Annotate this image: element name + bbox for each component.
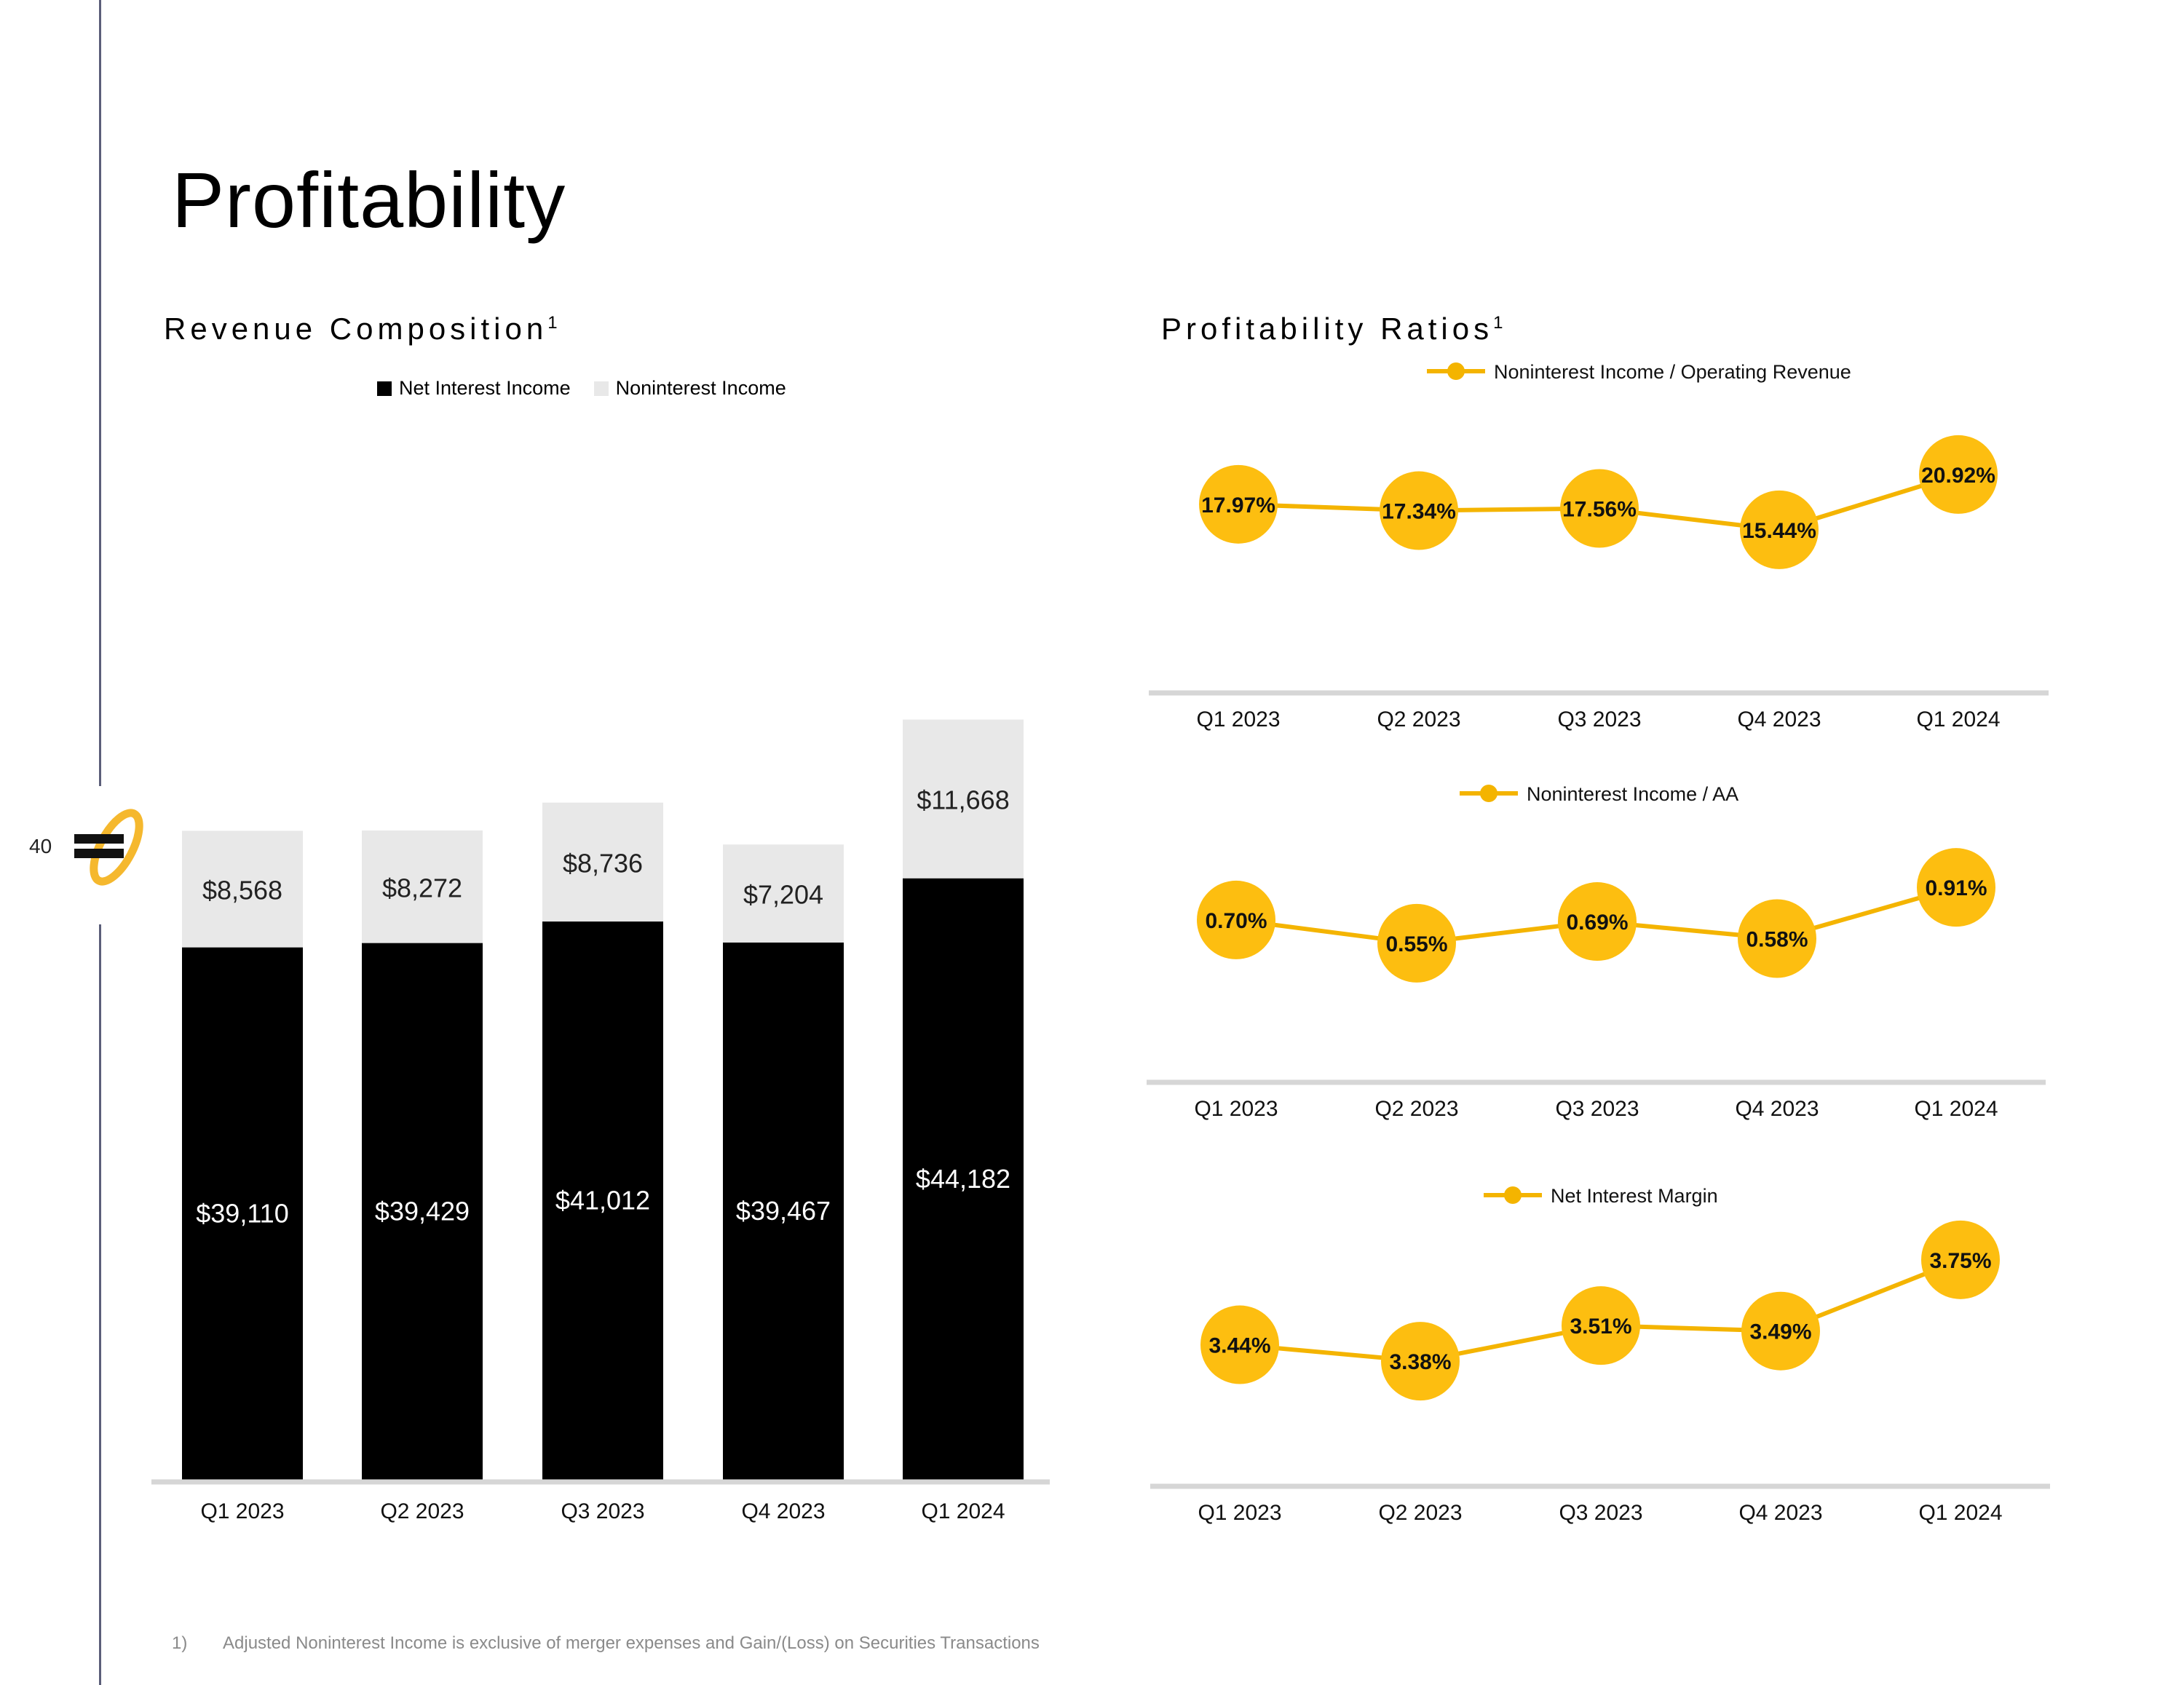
x-tick-label: Q2 2023: [1378, 1501, 1462, 1525]
data-label: 17.56%: [1562, 498, 1637, 522]
bar-noninterest-income: [723, 844, 844, 943]
data-label: 0.55%: [1385, 932, 1447, 956]
footnote: 1) Adjusted Noninterest Income is exclusi…: [172, 1633, 1040, 1654]
footnote-number: 1): [172, 1633, 188, 1653]
ratios-title-sup: 1: [1493, 313, 1503, 333]
x-tick-label: Q3 2023: [1557, 707, 1641, 732]
data-label: 17.97%: [1201, 493, 1275, 518]
legend-label-noninterest: Noninterest Income: [615, 377, 786, 399]
data-label: 3.49%: [1749, 1320, 1811, 1344]
bar-label-net-interest: $41,012: [555, 1186, 650, 1216]
x-tick-label: Q4 2023: [741, 1499, 825, 1523]
company-logo-icon: [74, 809, 143, 886]
bar-net-interest-income: [362, 943, 483, 1480]
bar-label-noninterest: $8,736: [563, 848, 643, 878]
legend-label: Noninterest Income / AA: [1527, 783, 1738, 805]
profitability-ratios-title: Profitability Ratios1: [1161, 312, 1503, 346]
revenue-title-text: Revenue Composition: [164, 312, 548, 346]
bar-label-noninterest: $7,204: [743, 880, 823, 910]
data-point: [1921, 1220, 2000, 1299]
bar-net-interest-income: [182, 947, 303, 1480]
legend-dot-marker: [1447, 362, 1465, 380]
x-tick-label: Q1 2023: [1196, 707, 1280, 732]
page-number: 40: [29, 835, 52, 857]
data-point: [1738, 899, 1816, 978]
x-tick-label: Q1 2023: [200, 1499, 284, 1523]
data-label: 3.38%: [1389, 1350, 1451, 1374]
left-rule-bottom: [99, 924, 101, 1685]
data-label: 15.44%: [1742, 519, 1816, 543]
data-point: [1741, 1291, 1820, 1371]
x-tick-label: Q1 2024: [1916, 707, 2000, 732]
x-tick-label: Q2 2023: [380, 1499, 464, 1523]
data-point: [1558, 882, 1637, 962]
x-tick-label: Q3 2023: [1555, 1097, 1639, 1121]
x-tick-label: Q3 2023: [561, 1499, 644, 1523]
legend-swatch-noninterest: [593, 381, 609, 396]
x-tick-label: Q1 2024: [1914, 1097, 1998, 1121]
data-point: [1380, 471, 1458, 550]
bar-label-net-interest: $39,429: [375, 1196, 470, 1226]
data-point: [1917, 848, 1995, 927]
ratios-title-text: Profitability Ratios: [1161, 312, 1494, 346]
bar-net-interest-income: [903, 878, 1024, 1480]
bar-label-net-interest: $39,110: [196, 1198, 288, 1228]
bar-noninterest-income: [903, 719, 1024, 879]
bar-noninterest-income: [182, 830, 303, 948]
data-point: [1740, 490, 1819, 569]
data-label: 0.69%: [1566, 911, 1628, 935]
bar-label-net-interest: $39,467: [736, 1196, 831, 1226]
data-point: [1377, 903, 1456, 983]
x-tick-label: Q2 2023: [1377, 707, 1460, 732]
bar-label-noninterest: $8,272: [382, 873, 462, 903]
data-label: 3.75%: [1929, 1249, 1991, 1273]
x-tick-label: Q4 2023: [1735, 1097, 1819, 1121]
x-tick-label: Q4 2023: [1737, 707, 1821, 732]
data-label: 0.70%: [1205, 909, 1267, 933]
bar-noninterest-income: [362, 830, 483, 943]
revenue-title-sup: 1: [547, 313, 558, 333]
x-tick-label: Q1 2023: [1198, 1501, 1281, 1525]
legend-dot-marker: [1480, 785, 1497, 802]
footnote-text: Adjusted Noninterest Income is exclusive…: [223, 1633, 1040, 1653]
data-point: [1197, 880, 1275, 959]
data-label: 0.91%: [1925, 876, 1987, 900]
left-rule-top: [99, 0, 101, 786]
revenue-composition-title: Revenue Composition1: [164, 312, 558, 346]
revenue-legend: Net Interest Income Noninterest Income: [377, 377, 786, 400]
bar-label-net-interest: $44,182: [916, 1164, 1010, 1194]
legend-swatch-net-interest: [377, 381, 392, 396]
bar-net-interest-income: [723, 942, 844, 1480]
legend-label-net-interest: Net Interest Income: [399, 377, 571, 399]
x-tick-label: Q1 2024: [1918, 1501, 2002, 1525]
x-tick-label: Q3 2023: [1559, 1501, 1642, 1525]
data-label: 17.34%: [1382, 500, 1456, 524]
data-point: [1199, 464, 1278, 544]
x-tick-label: Q4 2023: [1738, 1501, 1822, 1525]
data-label: 3.51%: [1570, 1315, 1631, 1339]
legend-dot-marker: [1504, 1186, 1522, 1204]
bar-label-noninterest: $11,668: [917, 785, 1009, 815]
data-label: 3.44%: [1208, 1334, 1270, 1358]
data-point: [1562, 1286, 1640, 1365]
bar-noninterest-income: [542, 802, 663, 922]
data-point: [1381, 1322, 1460, 1401]
x-tick-label: Q1 2024: [921, 1499, 1005, 1523]
bar-label-noninterest: $8,568: [202, 876, 282, 905]
x-tick-label: Q2 2023: [1374, 1097, 1458, 1121]
data-label: 0.58%: [1746, 927, 1808, 951]
data-point: [1919, 435, 1998, 514]
bar-net-interest-income: [542, 921, 663, 1480]
legend-label: Net Interest Margin: [1551, 1185, 1718, 1207]
x-tick-label: Q1 2023: [1194, 1097, 1278, 1121]
data-label: 20.92%: [1921, 464, 1995, 488]
data-point: [1560, 469, 1639, 548]
legend-label: Noninterest Income / Operating Revenue: [1494, 361, 1851, 383]
data-point: [1200, 1305, 1279, 1384]
page-title: Profitability: [172, 156, 566, 244]
